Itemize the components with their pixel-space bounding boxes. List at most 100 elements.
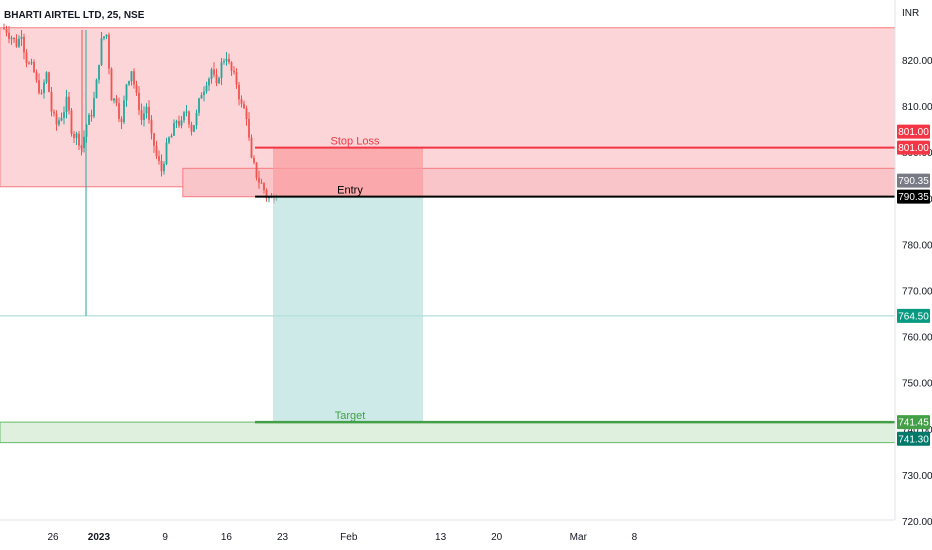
candle-body <box>70 110 73 134</box>
candle-body <box>203 91 205 96</box>
candle-body <box>183 112 185 121</box>
zones-layer <box>0 27 896 444</box>
candle-body <box>135 84 138 93</box>
time-tick: Mar <box>570 532 588 543</box>
candle-body <box>123 100 125 123</box>
candle-body <box>10 37 13 40</box>
resistance-zone <box>0 27 896 188</box>
time-axis[interactable]: 26 2023 9 16 23 Feb 13 20 Mar 8 <box>47 532 637 543</box>
candle-body <box>65 96 68 113</box>
candle-body <box>213 69 215 75</box>
candle-body <box>3 27 5 29</box>
candle-body <box>75 133 78 138</box>
candle-body <box>250 137 253 158</box>
price-tick: 730.00 <box>902 471 932 482</box>
candle-body <box>243 103 245 109</box>
candle-body <box>120 118 123 123</box>
price-label-bg <box>897 173 930 188</box>
candle-body <box>50 91 53 112</box>
candle-body <box>160 160 163 172</box>
time-tick: 13 <box>435 532 447 543</box>
time-tick: 2023 <box>88 532 111 543</box>
time-tick: 23 <box>277 532 289 543</box>
candle-body <box>245 108 248 119</box>
candle-body <box>198 98 200 113</box>
time-tick: 26 <box>47 532 59 543</box>
candle-body <box>265 190 268 198</box>
price-label: 801.00 <box>898 143 929 154</box>
candle-body <box>205 85 208 92</box>
candle-body <box>90 114 93 117</box>
candle-body <box>110 68 113 101</box>
price-label: 790.35 <box>898 192 929 203</box>
candle-body <box>228 58 230 63</box>
candle-body <box>230 62 233 71</box>
candle-body <box>158 156 160 161</box>
candle-body <box>133 71 135 85</box>
price-label: 741.45 <box>898 418 929 429</box>
candle-body <box>173 123 175 136</box>
time-tick: 20 <box>491 532 503 543</box>
candle-body <box>225 58 228 62</box>
candle-body <box>103 36 105 39</box>
candle-body <box>143 113 145 120</box>
candle-body <box>235 72 238 85</box>
price-label: 790.35 <box>898 176 929 187</box>
candle-body <box>145 106 148 114</box>
candle-body <box>58 120 60 125</box>
support-zone <box>0 421 896 444</box>
candle-body <box>105 34 108 37</box>
price-tick: 760.00 <box>902 333 932 344</box>
candle-body <box>140 110 143 120</box>
candle-body <box>155 145 158 157</box>
candle-body <box>168 137 170 143</box>
price-tick: 820.00 <box>902 56 932 67</box>
price-label-bg <box>897 124 930 139</box>
candle-body <box>215 74 218 84</box>
candle-body <box>108 34 110 69</box>
position-tool[interactable] <box>273 147 423 423</box>
candle-body <box>100 38 103 65</box>
candle-body <box>60 117 63 121</box>
candle-body <box>178 121 180 126</box>
candle-body <box>30 61 33 64</box>
candle-body <box>93 98 95 117</box>
candle-body <box>190 124 193 132</box>
candle-body <box>240 99 243 104</box>
price-tick: 770.00 <box>902 287 932 298</box>
candle-body <box>210 69 213 79</box>
candle-body <box>20 36 23 39</box>
candle-body <box>170 135 173 138</box>
candle-body <box>258 177 260 183</box>
profit-zone <box>273 196 423 423</box>
candle-body <box>263 183 265 191</box>
price-axis[interactable]: 720.00 730.00 740.00 750.00 760.00 770.00 780.… <box>902 56 932 528</box>
price-labels: 801.00 801.00 790.35 790.35 764.50 741.45 741.… <box>897 124 930 446</box>
candle-body <box>78 133 80 146</box>
stop-loss-label: Stop Loss <box>331 136 380 148</box>
price-tick: 750.00 <box>902 379 932 390</box>
candle-body <box>188 111 190 125</box>
candle-body <box>150 119 153 134</box>
price-label-bg <box>897 140 930 155</box>
candle-body <box>125 84 128 101</box>
candle-body <box>113 98 115 101</box>
candle-body <box>73 133 75 138</box>
price-tick: 720.00 <box>902 517 932 528</box>
candle-body <box>13 37 15 40</box>
price-tick: 780.00 <box>902 240 932 251</box>
candle-body <box>43 82 45 93</box>
time-tick: 16 <box>221 532 233 543</box>
candle-body <box>165 142 168 164</box>
price-label: 801.00 <box>898 127 929 138</box>
candle-body <box>200 95 203 99</box>
candle-body <box>260 182 263 184</box>
candle-body <box>45 72 48 83</box>
candle-body <box>223 61 225 63</box>
levels-layer: Stop Loss Entry Target <box>255 136 895 424</box>
candle-body <box>25 52 28 64</box>
candle-body <box>268 197 270 199</box>
candle-body <box>18 38 20 47</box>
candle-body <box>238 84 240 100</box>
